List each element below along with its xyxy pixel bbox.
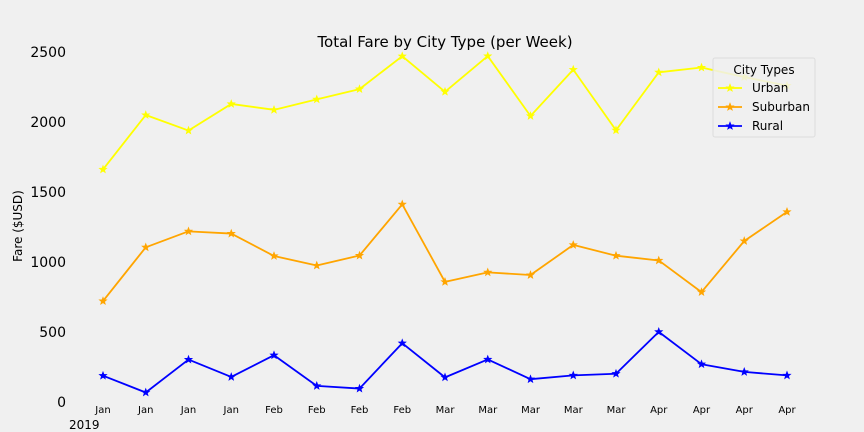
legend-item-suburban: Suburban [718,100,810,114]
legend-label: Urban [752,81,788,95]
series-line-urban [102,55,788,171]
data-point-rural [525,374,536,384]
data-point-suburban [183,226,194,236]
legend-items: Urban Suburban Rural [718,81,810,133]
data-point-urban [226,99,236,108]
legend-marker [725,83,735,92]
legend-label: Suburban [752,100,810,114]
legend-title: City Types [733,63,794,77]
data-point-urban [568,64,578,74]
data-point-rural [739,367,749,376]
data-point-suburban [525,270,536,279]
data-point-rural [568,370,578,380]
y-tick-label: 2500 [30,45,66,61]
data-point-urban [397,51,407,61]
x-tick-label: Mar [564,405,584,416]
legend-item-rural: Rural [718,119,783,133]
series-urban [98,51,792,174]
data-point-urban [354,84,365,94]
data-point-urban [696,62,707,72]
series-suburban [98,199,792,305]
series-line-rural [102,330,788,394]
x-tick-label: Feb [265,405,283,416]
data-point-urban [312,94,322,104]
series-line-suburban [102,203,788,302]
data-point-suburban [354,250,365,260]
series-layer [98,51,792,397]
data-point-rural [269,350,279,360]
data-point-suburban [611,250,621,260]
data-point-rural [226,372,236,381]
x-tick-label: Jan [223,405,239,416]
data-point-urban [183,125,194,135]
data-point-rural [312,381,322,390]
x-tick-label: Feb [308,405,326,416]
data-point-suburban [141,242,151,252]
data-point-suburban [483,267,493,277]
data-point-urban [483,51,493,60]
data-point-urban [269,104,279,114]
y-tick-label: 1500 [30,185,66,201]
x-tick-label: Jan [137,405,153,416]
legend-marker [725,121,735,130]
series-rural [98,327,792,397]
legend-marker [725,102,735,111]
x-tick-label: Mar [521,405,541,416]
data-point-suburban [654,255,664,265]
data-point-urban [611,125,621,135]
data-point-suburban [269,251,279,260]
x-axis: Jan Jan Jan Jan Feb Feb Feb Feb Mar Mar Mar Mar Mar A… [94,405,796,416]
x-tick-label: Mar [607,405,627,416]
data-point-suburban [226,228,236,238]
data-point-rural [782,370,792,380]
y-tick-label: 2000 [30,115,66,131]
x-tick-label: Jan [94,405,110,416]
legend-box [712,57,816,138]
legend-item-urban: Urban [718,81,788,95]
y-tick-label: 1000 [30,255,66,271]
y-tick-label: 0 [57,395,66,411]
data-point-suburban [568,240,578,249]
data-point-rural [183,354,194,364]
data-point-rural [440,372,450,382]
data-point-rural [654,327,664,336]
x-tick-label: Feb [393,405,411,416]
data-point-urban [440,86,450,96]
data-point-rural [483,354,493,364]
data-point-urban [654,67,664,77]
data-point-suburban [782,207,792,216]
x-axis-year-label: 2019 [69,418,100,432]
data-point-rural [696,359,707,369]
x-tick-label: Feb [351,405,369,416]
x-tick-label: Mar [436,405,456,416]
legend-label: Rural [752,119,783,133]
data-point-suburban [440,277,450,286]
x-tick-label: Apr [693,405,711,416]
x-tick-label: Apr [650,405,668,416]
data-point-suburban [739,236,749,245]
data-point-urban [525,111,536,120]
data-point-rural [98,370,108,380]
data-point-urban [141,110,151,119]
x-tick-label: Mar [478,405,498,416]
legend: City Types Urban Suburban Rural [712,57,816,138]
y-axis: 0 500 1000 1500 2000 2500 [30,45,66,411]
x-tick-label: Apr [736,405,754,416]
data-point-suburban [98,296,108,305]
data-point-suburban [696,287,707,297]
data-point-rural [354,383,365,393]
x-tick-label: Apr [778,405,796,416]
data-point-rural [611,368,621,378]
data-point-suburban [312,260,322,270]
chart-title: Total Fare by City Type (per Week) [316,33,572,51]
y-tick-label: 500 [39,325,66,341]
data-point-urban [98,164,108,174]
y-axis-label: Fare ($USD) [11,190,25,262]
x-tick-label: Jan [180,405,196,416]
data-point-rural [141,387,151,397]
data-point-rural [397,338,407,348]
data-point-suburban [397,199,407,209]
